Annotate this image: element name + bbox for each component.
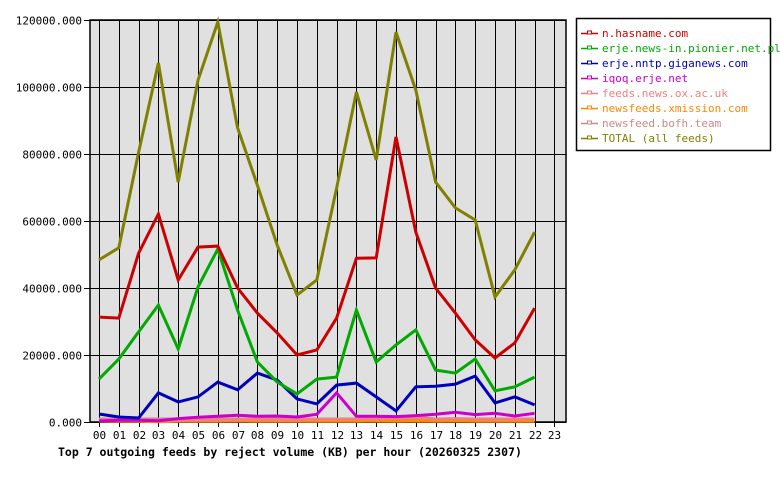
x-tick-label: 15 xyxy=(390,429,403,442)
series-lines xyxy=(97,16,536,424)
x-tick-label: 10 xyxy=(291,429,304,442)
x-tick-label: 21 xyxy=(509,429,522,442)
x-tick-label: 14 xyxy=(370,429,384,442)
x-tick-label: 08 xyxy=(251,429,264,442)
legend-label: newsfeed.bofh.team xyxy=(602,117,722,130)
y-tick-label: 120000.000 xyxy=(16,15,82,28)
y-tick-label: 40000.000 xyxy=(22,283,82,296)
legend-item: newsfeed.bofh.team xyxy=(581,117,722,130)
legend-item: erje.news-in.pionier.net.pl xyxy=(581,42,780,55)
legend-item: n.hasname.com xyxy=(581,27,688,40)
series-line-iqoq-erje-net xyxy=(98,390,535,423)
legend-label: newsfeeds.xmission.com xyxy=(602,102,748,115)
x-tick-label: 07 xyxy=(232,429,245,442)
legend-label: n.hasname.com xyxy=(602,27,688,40)
x-axis: 00 01 02 03 04 05 06 07 08 09 10 11 12 13 14 15 16 17 18 19… xyxy=(93,429,561,442)
x-tick-label: 16 xyxy=(410,429,423,442)
y-tick-label: 0.000 xyxy=(49,417,82,430)
y-tick-label: 60000.000 xyxy=(22,216,82,229)
x-tick-label: 05 xyxy=(192,429,205,442)
legend-marker-icon xyxy=(587,105,592,110)
legend-item: iqoq.erje.net xyxy=(581,72,688,85)
x-tick-label: 09 xyxy=(271,429,284,442)
legend-item: newsfeeds.xmission.com xyxy=(581,102,748,115)
x-tick-label: 04 xyxy=(172,429,186,442)
legend-label: TOTAL (all feeds) xyxy=(602,132,715,145)
x-tick-label: 19 xyxy=(469,429,482,442)
x-tick-label: 13 xyxy=(350,429,363,442)
legend-label: erje.news-in.pionier.net.pl xyxy=(602,42,780,55)
x-tick-label: 18 xyxy=(449,429,462,442)
x-tick-label: 17 xyxy=(430,429,443,442)
legend-marker-icon xyxy=(587,75,592,80)
x-tick-label: 11 xyxy=(311,429,324,442)
legend-label: iqoq.erje.net xyxy=(602,72,688,85)
x-tick-label: 00 xyxy=(93,429,106,442)
x-tick-label: 23 xyxy=(548,429,561,442)
legend-label: erje.nntp.giganews.com xyxy=(602,57,748,70)
y-tick-label: 100000.000 xyxy=(16,82,82,95)
legend-box xyxy=(575,17,772,152)
x-tick-label: 22 xyxy=(529,429,542,442)
x-tick-label: 03 xyxy=(152,429,165,442)
legend-marker-icon xyxy=(587,60,592,65)
legend: n.hasname.com erje.news-in.pionier.net.pl… xyxy=(575,17,780,152)
x-tick-label: 06 xyxy=(212,429,225,442)
legend-marker-icon xyxy=(587,135,592,140)
x-tick-label: 20 xyxy=(489,429,502,442)
series-line-total-all-feeds- xyxy=(98,16,536,301)
y-tick-label: 20000.000 xyxy=(22,350,82,363)
grid-lines xyxy=(90,20,566,427)
legend-item: erje.nntp.giganews.com xyxy=(581,57,748,70)
chart-title: Top 7 outgoing feeds by reject volume (K… xyxy=(58,445,522,459)
legend-label: feeds.news.ox.ac.uk xyxy=(602,87,728,100)
series-line-erje-nntp-giganews-com xyxy=(98,371,536,420)
x-tick-label: 02 xyxy=(133,429,146,442)
legend-marker-icon xyxy=(587,30,592,35)
y-axis: 0.000 20000.000 40000.000 60000.000 80000.00… xyxy=(16,15,90,430)
legend-marker-icon xyxy=(587,120,592,125)
x-tick-label: 01 xyxy=(113,429,126,442)
legend-marker-icon xyxy=(587,90,592,95)
legend-item: TOTAL (all feeds) xyxy=(581,132,715,145)
legend-marker-icon xyxy=(587,45,592,50)
x-tick-label: 12 xyxy=(331,429,344,442)
legend-item: feeds.news.ox.ac.uk xyxy=(581,87,728,100)
series-line-erje-news-in-pionier-net-pl xyxy=(97,245,536,396)
y-tick-label: 80000.000 xyxy=(22,149,82,162)
series-line-n-hasname-com xyxy=(98,136,536,360)
